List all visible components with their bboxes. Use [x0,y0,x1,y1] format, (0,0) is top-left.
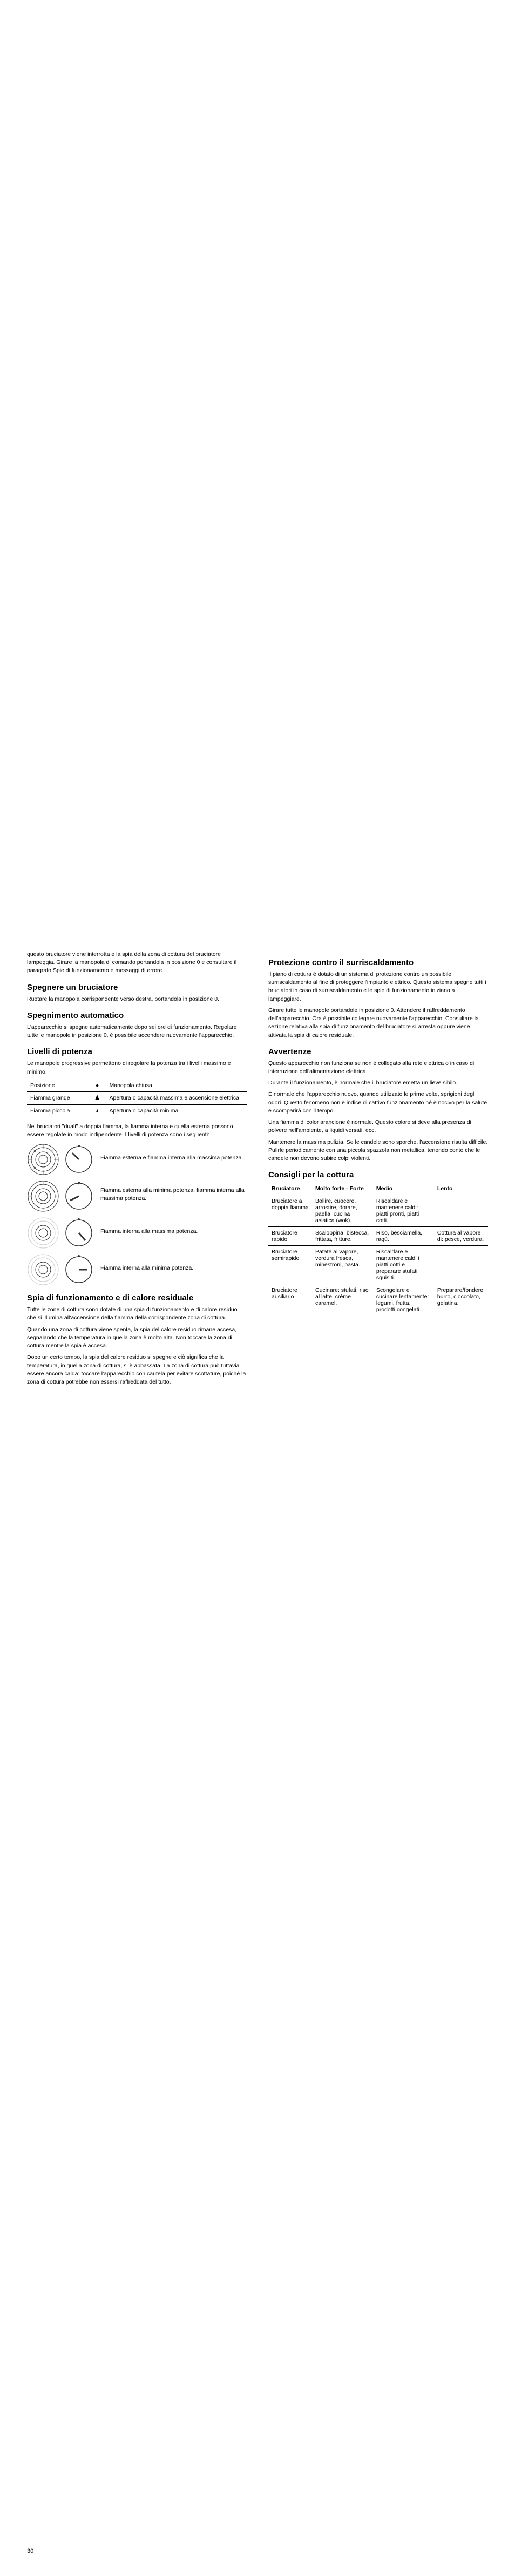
cook-hdr: Molto forte - Forte [312,1183,373,1195]
knob-row-2: Fiamma esterna alla minima potenza, fiam… [27,1180,247,1212]
burner-icon [27,1143,59,1176]
cook-cell: Riscaldare e mantenere caldi i piatti co… [373,1246,434,1284]
heading-consigli: Consigli per la cottura [268,1170,488,1179]
cook-cell: Preparare/fondere: burro, cioccolato, ge… [434,1284,488,1316]
cook-cell: Riso, besciamella, ragù. [373,1227,434,1246]
flame-large-icon [89,1091,106,1104]
table-row: Bruciatore rapido Scaloppina, bistecca, … [268,1227,488,1246]
knob-illustration [27,1217,95,1249]
cook-cell [434,1246,488,1284]
cook-cell: Riscaldare e mantenere caldi: piatti pro… [373,1195,434,1227]
levels-row-label: Fiamma piccola [27,1104,89,1117]
levels-row-desc: Apertura o capacità massima e accensione… [106,1091,247,1104]
knob-desc: Fiamma esterna e fiamma interna alla mas… [100,1154,243,1162]
cook-hdr: Medio [373,1183,434,1195]
cook-cell: Scaloppina, bistecca, frittata, fritture… [312,1227,373,1246]
cooking-tips-table: Bruciatore Molto forte - Forte Medio Len… [268,1183,488,1316]
levels-header-position: Posizione [27,1080,89,1092]
heading-spia: Spia di funzionamento e di calore residu… [27,1293,247,1303]
heading-protezione: Protezione contro il surriscaldamento [268,958,488,967]
cook-cell: Patate al vapore, verdura fresca, minest… [312,1246,373,1284]
knob-row-4: Fiamma interna alla minima potenza. [27,1253,247,1286]
cook-cell: Bollire, cuocere, arrostire, dorare, pae… [312,1195,373,1227]
paragraph: Il piano di cottura è dotato di un siste… [268,970,488,1003]
page-number: 30 [27,2548,33,2554]
paragraph: Dopo un certo tempo, la spia del calore … [27,1353,247,1386]
intro-paragraph: questo bruciatore viene interrotta e la … [27,950,247,975]
knob-row-1: Fiamma esterna e fiamma interna alla mas… [27,1143,247,1176]
heading-avvertenze: Avvertenze [268,1047,488,1056]
cook-cell: Bruciatore semirapido [268,1246,312,1284]
paragraph: Le manopole progressive permettono di re… [27,1060,247,1076]
paragraph: Tutte le zone di cottura sono dotate di … [27,1306,247,1322]
heading-spegnere: Spegnere un bruciatore [27,983,247,992]
knob-icon [63,1253,95,1286]
levels-row-label: Fiamma grande [27,1091,89,1104]
two-column-layout: questo bruciatore viene interrotta e la … [27,950,488,1390]
knob-row-3: Fiamma interna alla massima potenza. [27,1217,247,1249]
power-levels-table: Posizione ● Manopola chiusa Fiamma grand… [27,1080,247,1117]
table-row: Bruciatore ausiliario Cucinare: stufati,… [268,1284,488,1316]
knob-desc: Fiamma esterna alla minima potenza, fiam… [100,1186,247,1203]
cook-cell: Scongelare e cucinare lentamente: legumi… [373,1284,434,1316]
paragraph: Quando una zona di cottura viene spenta,… [27,1326,247,1351]
cook-cell: Bruciatore rapido [268,1227,312,1246]
flame-off-icon: ● [89,1080,106,1092]
paragraph: Questo apparecchio non funziona se non è… [268,1060,488,1076]
knob-desc: Fiamma interna alla minima potenza. [100,1264,193,1272]
dual-burner-note: Nei bruciatori "duali" a doppia fiamma, … [27,1123,247,1139]
paragraph: Mantenere la massima pulizia. Se le cand… [268,1138,488,1163]
knob-icon [63,1180,95,1212]
flame-small-icon [89,1104,106,1117]
paragraph: Durante il funzionamento, è normale che … [268,1079,488,1087]
knob-illustration [27,1143,95,1176]
paragraph: È normale che l'apparecchio nuovo, quand… [268,1090,488,1115]
cook-cell: Bruciatore ausiliario [268,1284,312,1316]
manual-page: questo bruciatore viene interrotta e la … [0,0,515,2576]
knob-illustration [27,1253,95,1286]
cook-cell [434,1195,488,1227]
knob-desc: Fiamma interna alla massima potenza. [100,1228,198,1236]
cook-cell: Bruciatore a doppia fiamma [268,1195,312,1227]
left-column: questo bruciatore viene interrotta e la … [27,950,247,1390]
table-row: Bruciatore semirapido Patate al vapore, … [268,1246,488,1284]
burner-icon [27,1180,59,1212]
levels-row-desc: Apertura o capacità minima [106,1104,247,1117]
paragraph: Girare tutte le manopole portandole in p… [268,1007,488,1040]
knob-icon [63,1217,95,1249]
burner-icon [27,1253,59,1286]
cook-hdr: Lento [434,1183,488,1195]
cook-hdr: Bruciatore [268,1183,312,1195]
heading-spegnimento-auto: Spegnimento automatico [27,1011,247,1020]
cook-cell: Cottura al vapore di: pesce, verdura. [434,1227,488,1246]
heading-livelli-potenza: Livelli di potenza [27,1047,247,1056]
levels-header-closed: Manopola chiusa [106,1080,247,1092]
burner-icon [27,1217,59,1249]
table-row: Bruciatore a doppia fiamma Bollire, cuoc… [268,1195,488,1227]
cook-cell: Cucinare: stufati, riso al latte, crème … [312,1284,373,1316]
knob-illustration [27,1180,95,1212]
paragraph: Una fiamma di color arancione è normale.… [268,1118,488,1135]
knob-icon [63,1143,95,1176]
paragraph: L'apparecchio si spegne automaticamente … [27,1023,247,1040]
paragraph: Ruotare la manopola corrispondente verso… [27,995,247,1003]
right-column: Protezione contro il surriscaldamento Il… [268,950,488,1390]
